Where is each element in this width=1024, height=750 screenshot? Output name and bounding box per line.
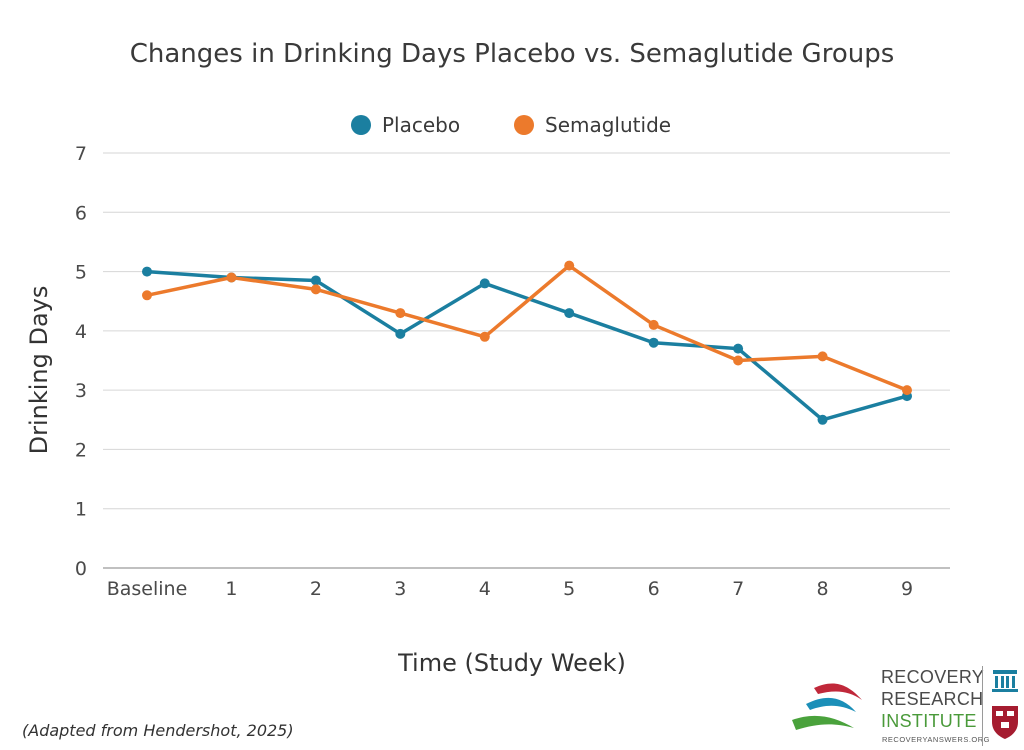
legend-label-placebo: Placebo [382,113,460,137]
gridlines [103,152,950,569]
x-tick-label: 2 [310,578,322,600]
legend-marker-placebo [351,115,371,135]
hospital-building-icon [992,670,1018,692]
data-point-placebo [648,337,659,348]
data-point-placebo [564,308,575,319]
x-tick-label: 4 [479,578,491,600]
x-tick-label: 3 [394,578,406,600]
x-tick-label: 7 [732,578,744,600]
x-tick-label: 6 [648,578,660,600]
logo-line-3: INSTITUTE [881,711,977,731]
legend: Placebo Semaglutide [351,113,671,137]
harvard-shield-icon [992,706,1018,739]
x-tick-labels: Baseline 1 2 3 4 5 6 7 8 9 [107,578,913,600]
logo-wordmark: RECOVERY RESEARCH INSTITUTE [881,666,984,732]
data-point-placebo [479,278,490,289]
y-axis-label: Drinking Days [25,286,53,455]
legend-label-semaglutide: Semaglutide [545,113,671,137]
logo-divider [982,666,983,746]
data-point-semaglutide [564,260,575,271]
citation-note: (Adapted from Hendershot, 2025) [22,721,294,740]
data-point-placebo [817,414,828,425]
x-tick-label: Baseline [107,578,188,600]
y-tick-label: 0 [75,558,87,580]
data-point-placebo [142,266,152,277]
y-tick-label: 4 [75,321,87,343]
data-point-placebo [310,275,321,286]
y-tick-label: 1 [75,499,87,521]
logo-url: RECOVERYANSWERS.ORG [882,735,990,744]
x-axis-label: Time (Study Week) [397,649,626,677]
legend-marker-semaglutide [514,115,534,135]
data-point-semaglutide [395,308,406,319]
swoosh-logo-icon [792,683,862,730]
x-tick-label: 1 [225,578,237,600]
logo-line-1: RECOVERY [881,667,985,687]
y-tick-label: 3 [75,380,87,402]
logo-line-2: RESEARCH [881,689,984,709]
data-point-placebo [733,343,744,354]
data-point-semaglutide [479,331,490,342]
y-tick-label: 6 [75,202,87,224]
x-tick-label: 8 [817,578,829,600]
data-point-semaglutide [902,385,912,396]
data-point-semaglutide [310,284,321,295]
y-tick-label: 2 [75,439,87,461]
y-tick-label: 7 [75,143,87,165]
data-point-semaglutide [142,290,152,301]
y-tick-label: 5 [75,262,87,284]
chart-title: Changes in Drinking Days Placebo vs. Sem… [130,39,895,69]
recovery-research-institute-logo: RECOVERY RESEARCH INSTITUTE RECOVERYANSW… [788,664,1024,750]
data-point-semaglutide [733,355,744,366]
series-line-semaglutide [145,263,909,392]
data-point-semaglutide [817,351,828,362]
data-point-semaglutide [648,319,659,330]
series-line-placebo [145,269,909,422]
data-point-semaglutide [226,272,237,283]
x-tick-label: 5 [563,578,575,600]
y-tick-labels: 0 1 2 3 4 5 6 7 [75,143,87,580]
series-lines [142,260,912,425]
x-tick-label: 9 [901,578,913,600]
data-point-placebo [395,328,406,339]
